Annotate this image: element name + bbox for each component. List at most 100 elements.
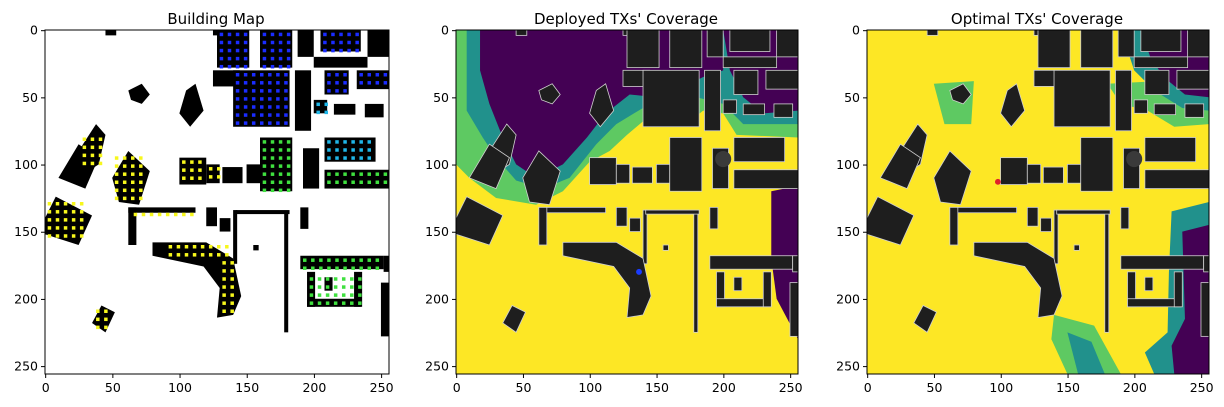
receiver-dot (131, 180, 135, 184)
receiver-dot (327, 258, 331, 262)
x-tick-label: 0 (864, 380, 872, 395)
receiver-dot (343, 73, 347, 77)
x-tick-label: 250 (1190, 380, 1214, 395)
receiver-dot (270, 48, 275, 53)
y-tick-label: 200 (836, 291, 860, 306)
receiver-dot (359, 73, 363, 77)
receiver-dot (286, 188, 291, 193)
receiver-dot (47, 234, 52, 238)
receiver-dot (190, 212, 194, 217)
receiver-dot (114, 164, 119, 168)
receiver-dot (270, 164, 275, 168)
x-axis: 0 50 100 150 200 250 (42, 374, 394, 395)
receiver-dot (222, 309, 226, 313)
panel-deployed-coverage: Deployed TXs' Coverage 0 50 100 150 200 250 0… (425, 10, 802, 395)
receiver-dot (262, 140, 267, 144)
receiver-dot (347, 32, 351, 37)
receiver-dot (270, 172, 275, 176)
receiver-dot (114, 188, 119, 193)
receiver-dot (260, 89, 264, 93)
receiver-dot (351, 140, 355, 144)
receiver-dot (317, 277, 322, 281)
receiver-dot (262, 48, 267, 53)
y-tick-label: 100 (836, 157, 860, 172)
receiver-dot (222, 293, 226, 297)
receiver-dot (286, 180, 291, 184)
receiver-dot (327, 89, 331, 93)
receiver-dot (335, 140, 339, 144)
receiver-dot (331, 32, 335, 37)
receiver-dot (323, 48, 327, 53)
receiver-dot (367, 156, 371, 160)
receiver-dot (276, 113, 280, 117)
receiver-dot (358, 285, 362, 289)
receiver-dot (71, 218, 76, 222)
x-tick-label: 250 (779, 380, 803, 395)
x-tick-label: 0 (42, 380, 50, 395)
receiver-dot (90, 153, 95, 158)
receiver-dot (131, 156, 135, 160)
receiver-dot (243, 105, 248, 109)
receiver-dot (284, 81, 288, 85)
y-tick-label: 250 (14, 359, 38, 374)
receiver-dot (235, 32, 240, 37)
x-axis: 0 50 100 150 200 250 (864, 374, 1214, 395)
receiver-dot (260, 97, 264, 101)
receiver-dot (227, 56, 232, 61)
receiver-dot (358, 277, 362, 281)
receiver-dot (260, 81, 264, 85)
receiver-dot (331, 40, 335, 45)
receiver-dot (122, 188, 127, 193)
receiver-dot (351, 156, 355, 160)
receiver-dot (359, 172, 363, 176)
receiver-dot (325, 277, 330, 281)
receiver-dot (235, 56, 240, 61)
receiver-dot (243, 64, 248, 69)
receiver-dot (260, 113, 264, 117)
receiver-dot (243, 32, 248, 37)
receiver-dot (316, 110, 320, 115)
y-tick-label: 100 (14, 157, 38, 172)
receiver-markers (47, 32, 388, 330)
receiver-dot (359, 140, 363, 144)
receiver-dot (222, 301, 226, 305)
receiver-dot (351, 172, 355, 176)
x-tick-label: 250 (370, 380, 394, 395)
receiver-dot (104, 325, 108, 330)
receiver-dot (243, 73, 248, 77)
receiver-dot (243, 81, 248, 85)
receiver-dot (219, 40, 224, 45)
receiver-dot (82, 161, 87, 166)
receiver-dot (270, 32, 275, 37)
receiver-dot (278, 32, 283, 37)
receiver-dot (217, 175, 221, 179)
receiver-dot (309, 277, 314, 281)
receiver-dot (227, 32, 232, 37)
receiver-dot (319, 266, 323, 270)
receiver-dot (286, 148, 291, 152)
receiver-dot (323, 40, 327, 45)
receiver-dot (367, 258, 371, 262)
receiver-dot (333, 301, 338, 305)
receiver-dot (268, 73, 272, 77)
receiver-dot (341, 301, 346, 305)
receiver-dot (235, 89, 240, 93)
receiver-dot (225, 245, 229, 249)
receiver-dot (350, 293, 354, 297)
receiver-dot (359, 81, 363, 85)
receiver-dot (335, 172, 339, 176)
receiver-dot (341, 285, 346, 289)
receiver-dot (327, 172, 331, 176)
receiver-dot (268, 89, 272, 93)
receiver-dot (317, 293, 322, 297)
receiver-dot (71, 234, 76, 238)
x-tick-label: 100 (989, 380, 1013, 395)
receiver-dot (90, 137, 95, 141)
receiver-dot (192, 253, 197, 257)
receiver-dot (351, 258, 355, 262)
receiver-dot (284, 105, 288, 109)
receiver-dot (262, 164, 267, 168)
x-tick-label: 100 (168, 380, 192, 395)
receiver-dot (335, 266, 339, 270)
y-tick-label: 150 (836, 224, 860, 239)
